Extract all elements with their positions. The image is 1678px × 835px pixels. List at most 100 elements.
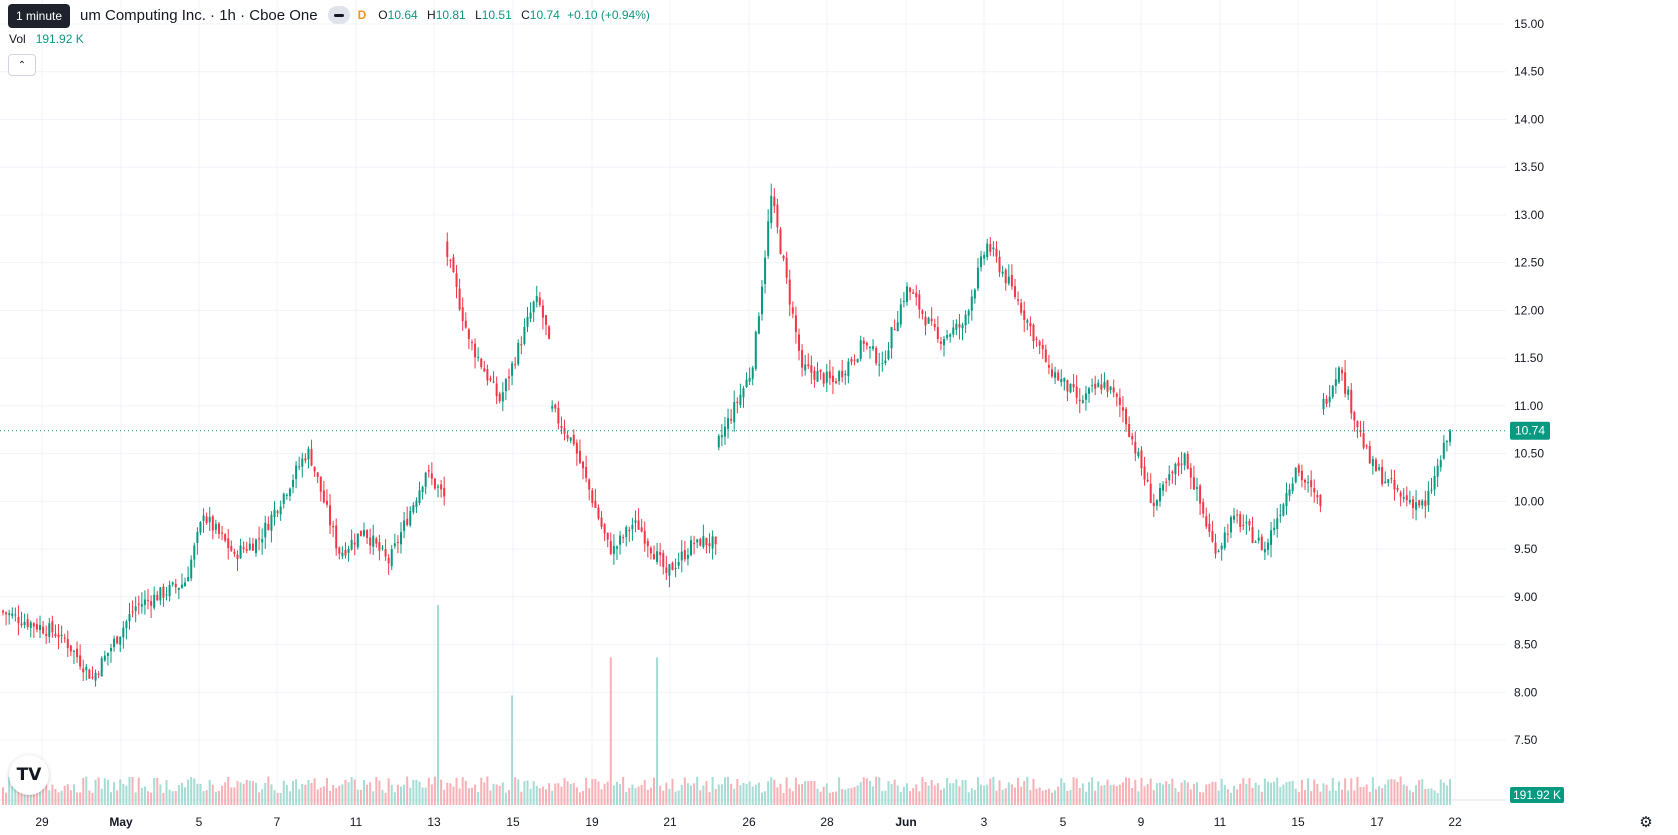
volume-bar bbox=[248, 780, 251, 805]
volume-bar bbox=[1097, 781, 1100, 805]
y-tick-label: 12.00 bbox=[1514, 303, 1544, 317]
candle-body bbox=[335, 525, 338, 549]
hide-legend-toggle[interactable] bbox=[327, 6, 350, 24]
data-status-badge[interactable]: D bbox=[357, 8, 367, 22]
candle-body bbox=[760, 286, 763, 315]
candle-body bbox=[659, 552, 662, 556]
candle-body bbox=[986, 243, 989, 258]
volume-bar bbox=[1260, 791, 1263, 805]
candle-body bbox=[1125, 408, 1128, 425]
volume-bar bbox=[221, 785, 224, 805]
candle-body bbox=[1260, 536, 1263, 551]
candle-body bbox=[1112, 387, 1115, 393]
volume-bar bbox=[1196, 782, 1199, 805]
volume-bar bbox=[751, 786, 754, 805]
candle-body bbox=[1007, 276, 1010, 284]
candle-body bbox=[887, 350, 890, 360]
x-tick-label: 26 bbox=[742, 815, 756, 829]
candle-body bbox=[656, 551, 659, 562]
candle-body bbox=[548, 326, 551, 340]
volume-bar bbox=[881, 790, 884, 805]
candle-body bbox=[841, 370, 844, 378]
candle-body bbox=[242, 547, 245, 550]
candle-body bbox=[810, 365, 813, 373]
settings-icon[interactable]: ⚙ bbox=[1639, 814, 1653, 831]
candle-body bbox=[936, 327, 939, 340]
y-tick-label: 13.50 bbox=[1514, 160, 1544, 174]
volume-bar bbox=[338, 785, 341, 805]
candle-body bbox=[1408, 500, 1411, 503]
volume-bar bbox=[42, 778, 45, 805]
volume-bar bbox=[79, 792, 82, 805]
volume-bar bbox=[1134, 779, 1137, 805]
volume-bar bbox=[1106, 779, 1109, 805]
candle-body bbox=[884, 360, 887, 364]
candle-body bbox=[147, 599, 150, 601]
candle-body bbox=[1211, 531, 1214, 542]
volume-bar bbox=[767, 781, 770, 805]
candle-body bbox=[449, 259, 452, 261]
candle-body bbox=[1192, 477, 1195, 490]
candle-body bbox=[140, 604, 143, 607]
candle-body bbox=[693, 543, 696, 545]
volume-bar bbox=[1368, 791, 1371, 805]
candle-body bbox=[100, 658, 103, 677]
candle-body bbox=[875, 347, 878, 364]
volume-bar bbox=[304, 784, 307, 805]
candle-body bbox=[958, 324, 961, 328]
candle-body bbox=[199, 522, 202, 533]
volume-bar bbox=[5, 792, 8, 805]
candle-body bbox=[1032, 324, 1035, 342]
volume-bar bbox=[236, 781, 239, 805]
symbol-title[interactable]: um Computing Inc. · 1h · Cboe One bbox=[80, 6, 318, 24]
candle-body bbox=[881, 362, 884, 364]
volume-bar bbox=[251, 781, 254, 805]
candle-body bbox=[353, 542, 356, 545]
candle-body bbox=[868, 346, 871, 348]
candle-body bbox=[625, 527, 628, 538]
candle-body bbox=[1325, 398, 1328, 404]
candle-body bbox=[60, 634, 63, 636]
candle-body bbox=[1424, 500, 1427, 507]
volume-bar bbox=[572, 782, 575, 805]
candle-body bbox=[905, 286, 908, 302]
candle-body bbox=[1273, 527, 1276, 531]
candle-body bbox=[736, 401, 739, 403]
volume-bar bbox=[748, 781, 751, 805]
volume-bar bbox=[1035, 788, 1038, 805]
volume-bar bbox=[57, 792, 60, 805]
candle-body bbox=[221, 532, 224, 534]
candle-body bbox=[1266, 542, 1269, 550]
volume-bar bbox=[1072, 777, 1075, 805]
candle-body bbox=[702, 536, 705, 548]
volume-bar bbox=[208, 779, 211, 805]
volume-bar bbox=[1319, 791, 1322, 805]
candle-body bbox=[1186, 453, 1189, 469]
tradingview-logo[interactable]: TV bbox=[9, 755, 49, 795]
volume-bar bbox=[1103, 785, 1106, 805]
candle-body bbox=[1430, 489, 1433, 491]
volume-bar bbox=[267, 776, 270, 805]
candle-body bbox=[437, 486, 440, 488]
candle-body bbox=[1205, 516, 1208, 527]
volume-bar bbox=[764, 791, 767, 805]
x-tick-label: 28 bbox=[820, 815, 834, 829]
y-tick-label: 11.50 bbox=[1514, 351, 1543, 365]
volume-bar bbox=[372, 791, 375, 805]
volume-bar bbox=[458, 788, 461, 805]
collapse-legend-button[interactable]: ⌃ bbox=[8, 54, 36, 76]
candle-body bbox=[668, 564, 671, 576]
candle-body bbox=[254, 539, 257, 554]
volume-bar bbox=[711, 777, 714, 805]
x-tick-label: 5 bbox=[196, 815, 203, 829]
candle-body bbox=[279, 506, 282, 515]
candle-body bbox=[983, 254, 986, 259]
candle-body bbox=[461, 307, 464, 321]
volume-bar bbox=[1186, 782, 1189, 805]
candle-body bbox=[767, 221, 770, 256]
candle-body bbox=[909, 287, 912, 292]
candle-body bbox=[137, 603, 140, 605]
volume-bar bbox=[224, 782, 227, 805]
volume-bar bbox=[143, 786, 146, 805]
